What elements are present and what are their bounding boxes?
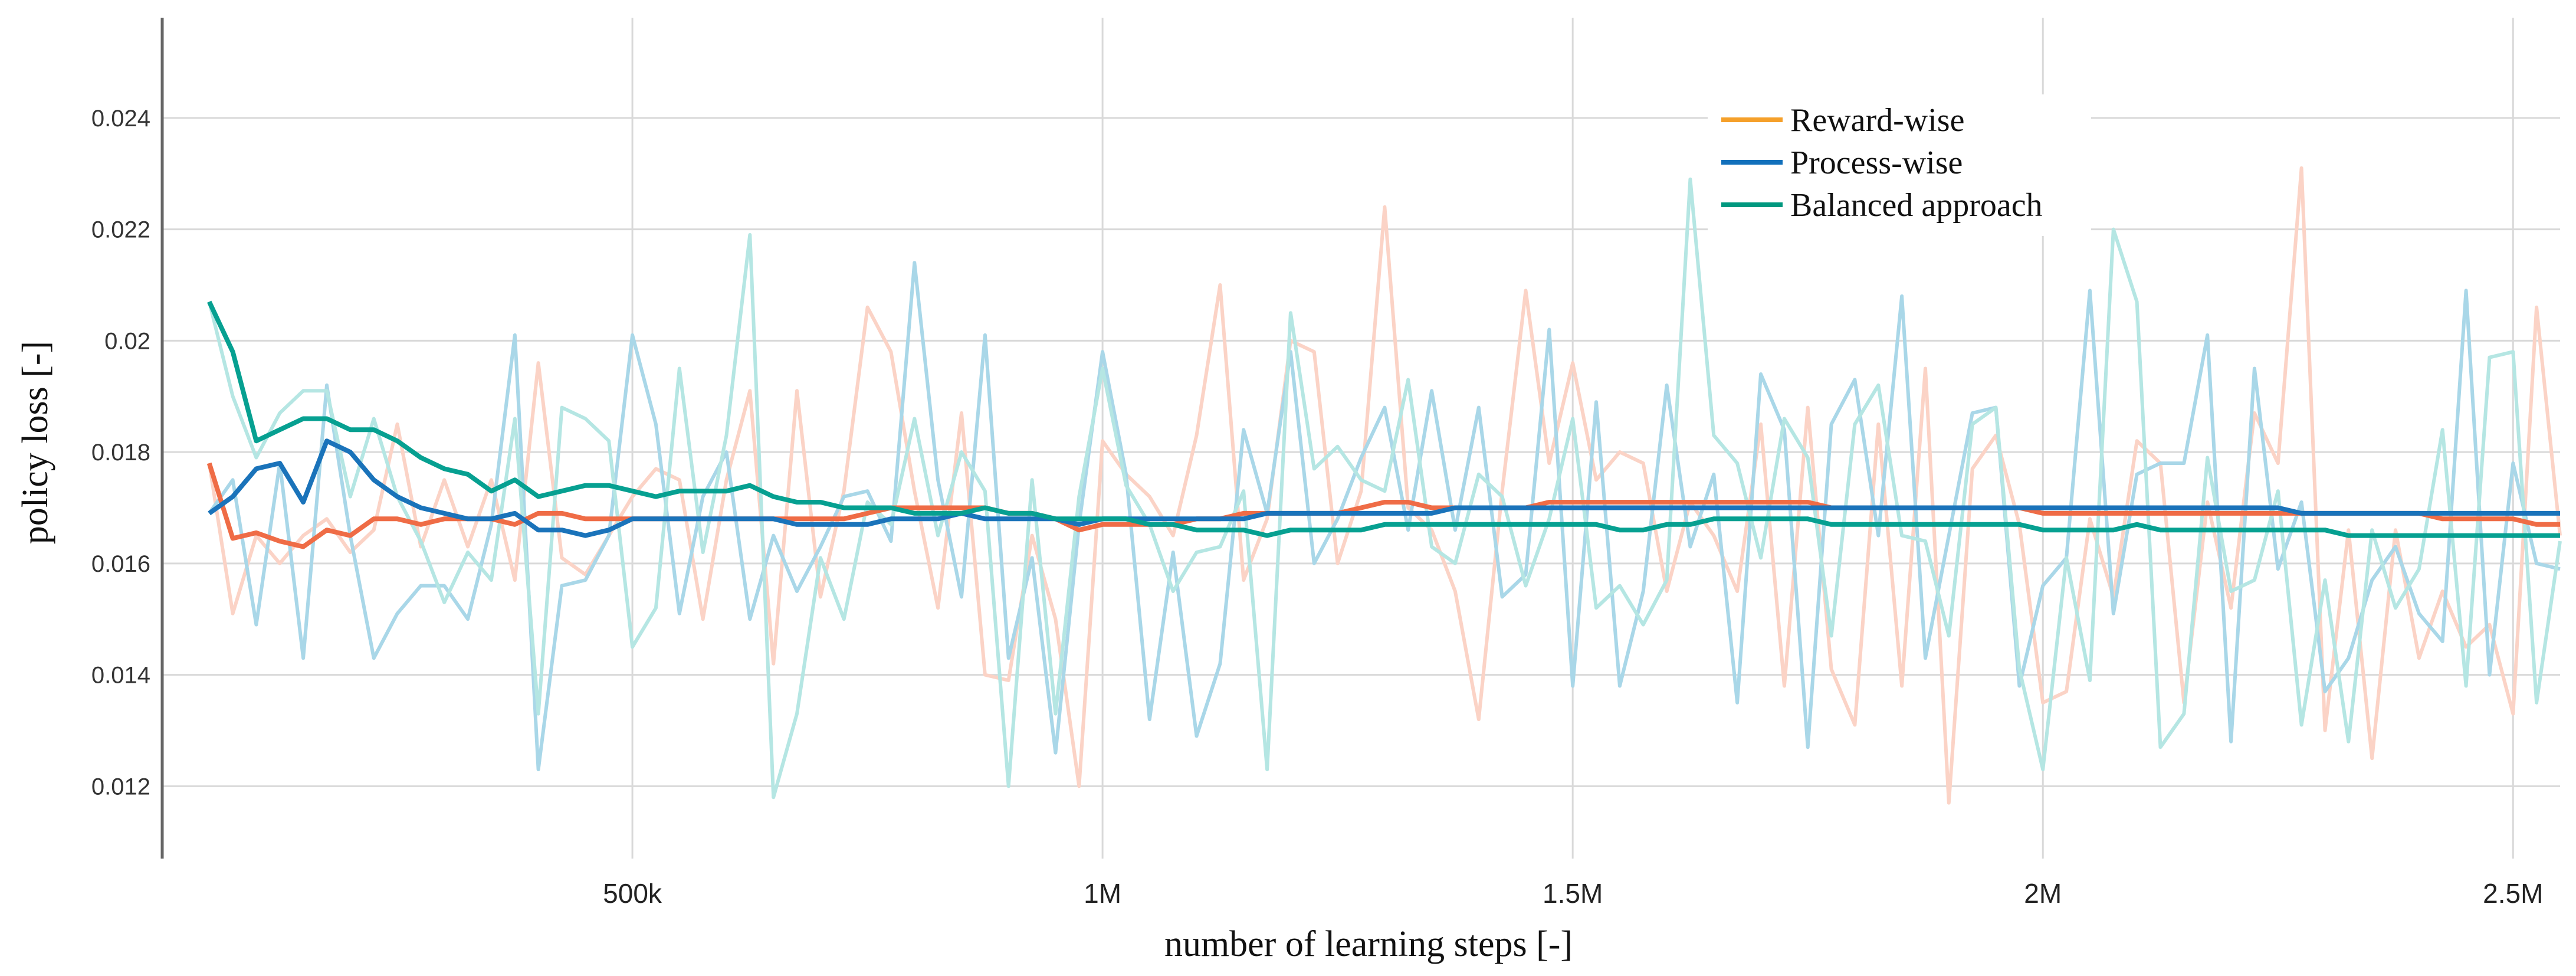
y-tick-label: 0.018	[91, 440, 150, 466]
smoothed-series-group	[206, 300, 2560, 549]
legend-label-balanced-approach: Balanced approach	[1790, 187, 2043, 224]
x-tick-label: 2.5M	[2483, 878, 2543, 909]
x-tick-label: 500k	[603, 878, 662, 909]
y-tick-label: 0.016	[91, 551, 150, 577]
x-tick-labels: 500k 1M 1.5M 2M 2.5M	[603, 878, 2543, 909]
smoothed-line-process-wise	[208, 438, 2560, 538]
y-tick-labels: 0.012 0.014 0.016 0.018 0.02 0.022 0.024	[91, 106, 150, 800]
raw-line-process-wise	[208, 261, 2561, 771]
x-tick-label: 2M	[2024, 878, 2062, 909]
y-tick-label: 0.022	[91, 217, 150, 243]
y-tick-label: 0.012	[91, 774, 150, 800]
y-tick-label: 0.02	[104, 328, 150, 354]
y-tick-label: 0.014	[91, 663, 150, 689]
smoothed-line-reward-wise	[206, 462, 2560, 549]
raw-line-balanced-approach	[207, 177, 2562, 800]
x-tick-label: 1.5M	[1543, 878, 1603, 909]
smoothed-line-balanced-approach	[207, 300, 2560, 538]
x-tick-label: 1M	[1084, 878, 1121, 909]
legend-label-reward-wise: Reward-wise	[1790, 102, 1964, 139]
y-axis-title: policy loss [-]	[15, 341, 55, 544]
x-axis-title: number of learning steps [-]	[1164, 924, 1573, 964]
y-tick-label: 0.024	[91, 106, 150, 132]
legend-label-process-wise: Process-wise	[1790, 145, 1963, 181]
raw-series-group	[207, 166, 2562, 805]
y-gridlines	[162, 117, 2560, 787]
legend: Reward-wise Process-wise Balanced approa…	[1708, 94, 2091, 236]
